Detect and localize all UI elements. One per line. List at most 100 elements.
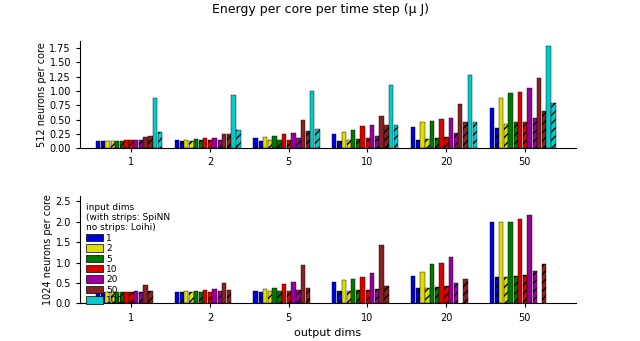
Bar (552, 103, 556, 148)
Bar (518, 91, 522, 148)
Bar (287, 139, 291, 148)
Bar (347, 291, 351, 303)
Bar (337, 291, 342, 303)
Bar (542, 111, 547, 148)
Bar (296, 290, 301, 303)
Bar (542, 264, 547, 303)
Bar (129, 292, 134, 303)
Bar (429, 264, 434, 303)
Bar (518, 219, 522, 303)
Text: Energy per core per time step (μ J): Energy per core per time step (μ J) (211, 3, 429, 16)
Bar (198, 292, 203, 303)
Bar (291, 133, 296, 148)
Bar (420, 272, 425, 303)
Bar (106, 140, 109, 148)
Bar (337, 140, 342, 148)
Bar (332, 134, 337, 148)
Bar (143, 137, 147, 148)
Bar (375, 289, 380, 303)
Bar (139, 140, 143, 148)
Bar (356, 139, 360, 148)
Bar (212, 138, 217, 148)
Bar (134, 291, 138, 303)
Bar (370, 273, 374, 303)
Bar (236, 130, 241, 148)
Bar (454, 133, 458, 148)
Bar (514, 276, 518, 303)
Bar (537, 78, 541, 148)
Bar (449, 256, 453, 303)
Bar (490, 108, 494, 148)
Bar (301, 265, 305, 303)
Bar (101, 292, 106, 303)
Bar (332, 282, 337, 303)
Bar (268, 291, 272, 303)
Bar (272, 288, 276, 303)
Bar (360, 277, 365, 303)
Bar (120, 292, 124, 303)
Bar (120, 140, 124, 148)
Bar (495, 277, 499, 303)
Y-axis label: 1024 neurons per core: 1024 neurons per core (43, 194, 52, 305)
Bar (514, 122, 518, 148)
Bar (444, 137, 449, 148)
Bar (426, 139, 429, 148)
Bar (184, 139, 188, 148)
Bar (458, 104, 463, 148)
Bar (272, 135, 276, 148)
Bar (444, 286, 449, 303)
Bar (385, 286, 389, 303)
Bar (385, 125, 389, 148)
Bar (411, 127, 415, 148)
Bar (356, 291, 360, 303)
Bar (268, 140, 272, 148)
Bar (152, 98, 157, 148)
Bar (124, 140, 129, 148)
Bar (124, 292, 129, 303)
Bar (189, 292, 193, 303)
Bar (365, 138, 370, 148)
Bar (439, 263, 444, 303)
Bar (429, 121, 434, 148)
Bar (180, 140, 184, 148)
Bar (499, 222, 504, 303)
Bar (134, 140, 138, 148)
Y-axis label: 512 neurons per core: 512 neurons per core (36, 42, 47, 147)
Bar (435, 138, 439, 148)
Bar (351, 130, 355, 148)
Legend: 1, 2, 5, 10, 20, 50, 100: 1, 2, 5, 10, 20, 50, 100 (84, 201, 172, 307)
Bar (263, 137, 267, 148)
Bar (509, 93, 513, 148)
Bar (222, 134, 227, 148)
Bar (259, 140, 263, 148)
Bar (148, 291, 152, 303)
Bar (227, 290, 231, 303)
Bar (468, 75, 472, 148)
Bar (263, 289, 267, 303)
Bar (435, 287, 439, 303)
Bar (282, 284, 286, 303)
Bar (277, 291, 282, 303)
Bar (306, 288, 310, 303)
Bar (253, 138, 258, 148)
Bar (282, 134, 286, 148)
Bar (420, 122, 425, 148)
Bar (143, 285, 147, 303)
Bar (101, 140, 106, 148)
Bar (411, 276, 415, 303)
Bar (532, 118, 537, 148)
Bar (184, 291, 188, 303)
Bar (106, 292, 109, 303)
Bar (175, 292, 179, 303)
Bar (193, 291, 198, 303)
Bar (189, 140, 193, 148)
Bar (449, 118, 453, 148)
Bar (157, 132, 162, 148)
Bar (218, 139, 222, 148)
Bar (360, 127, 365, 148)
Bar (463, 279, 468, 303)
X-axis label: output dims: output dims (294, 328, 362, 338)
Bar (509, 222, 513, 303)
Bar (342, 280, 346, 303)
Bar (365, 290, 370, 303)
